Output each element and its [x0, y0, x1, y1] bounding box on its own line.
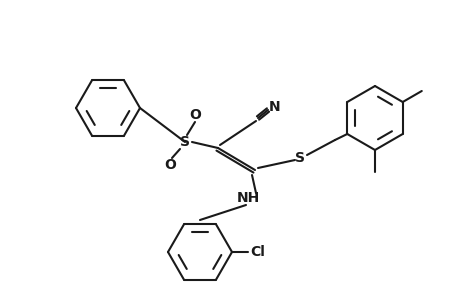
Text: O: O: [164, 158, 175, 172]
Text: Cl: Cl: [250, 245, 265, 259]
Text: NH: NH: [236, 191, 259, 205]
Text: S: S: [294, 151, 304, 165]
Text: N: N: [269, 100, 280, 114]
Text: S: S: [179, 135, 190, 149]
Text: O: O: [189, 108, 201, 122]
